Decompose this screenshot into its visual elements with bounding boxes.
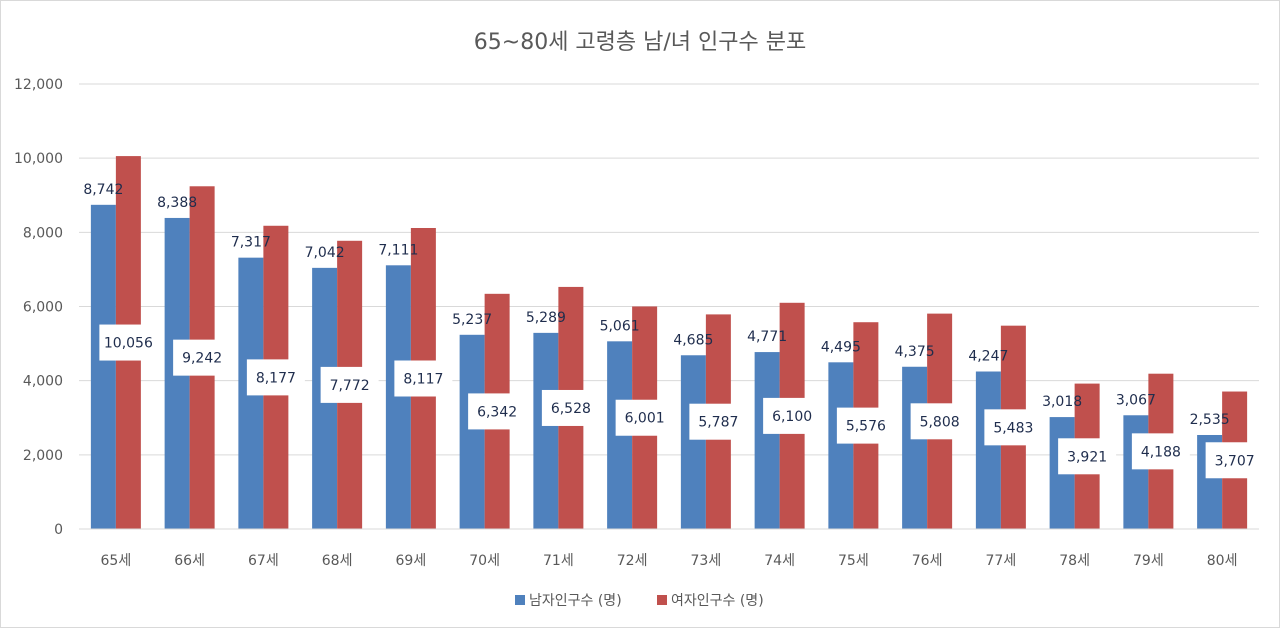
x-axis: 65세 66세 67세 68세 69세 70세 71세 72세 73세 74세 75세 76세 77세 7… (79, 528, 1259, 569)
legend: 남자인구수 (명) 여자인구수 (명) (515, 593, 764, 609)
data-label-box (468, 393, 527, 430)
x-tick-label: 65세 (101, 553, 132, 569)
x-tick-label: 80세 (1207, 553, 1238, 569)
data-label-male: 7,111 (378, 242, 418, 258)
data-label-box (173, 339, 232, 376)
data-label-male: 7,042 (305, 245, 345, 261)
data-label-box (1131, 433, 1190, 470)
x-tick-label: 75세 (838, 553, 869, 569)
data-label-box (394, 360, 453, 397)
y-tick-label: 4,000 (23, 374, 63, 390)
bar-male (975, 371, 1001, 529)
x-tick-label: 68세 (322, 553, 353, 569)
data-label-male: 3,018 (1042, 394, 1082, 410)
data-label-female: 5,483 (993, 420, 1033, 436)
data-label-box (99, 324, 158, 361)
data-label-male: 4,685 (673, 332, 713, 348)
x-tick-label: 79세 (1133, 553, 1164, 569)
y-tick-label: 10,000 (14, 151, 63, 167)
x-tick-label: 71세 (543, 553, 574, 569)
chart-title: 65~80세 고령층 남/녀 인구수 분포 (474, 30, 806, 55)
data-label-male: 8,388 (157, 195, 197, 211)
data-label-female: 8,117 (403, 371, 443, 387)
data-label-box (763, 397, 822, 434)
data-label-female: 9,242 (182, 351, 222, 367)
data-label-male: 3,067 (1116, 392, 1156, 408)
data-label-female: 6,342 (477, 404, 517, 420)
bar-male (533, 332, 559, 529)
data-labels: 8,742 10,056 8,388 9,242 7,317 8,177 7,042 7,77… (83, 182, 1264, 479)
data-label-female: 7,772 (330, 378, 370, 394)
data-label-female: 6,100 (772, 409, 812, 425)
y-tick-label: 0 (54, 522, 63, 538)
data-label-male: 5,237 (452, 312, 492, 328)
data-label-box (1058, 438, 1117, 475)
bar-male (680, 355, 706, 529)
data-label-box (320, 366, 379, 403)
x-tick-label: 78세 (1059, 553, 1090, 569)
data-label-female: 3,921 (1067, 449, 1107, 465)
data-label-box (836, 407, 895, 444)
data-label-box (541, 389, 600, 426)
data-label-male: 4,771 (747, 329, 787, 345)
data-label-male: 4,495 (821, 339, 861, 355)
data-label-female: 8,177 (256, 370, 296, 386)
bar-male (385, 265, 411, 529)
x-tick-label: 76세 (912, 553, 943, 569)
data-label-female: 5,808 (920, 414, 960, 430)
bar-male (902, 366, 928, 529)
bar-male (90, 204, 116, 529)
data-label-female: 5,576 (846, 419, 886, 435)
x-tick-label: 73세 (691, 553, 722, 569)
legend-label-female: 여자인구수 (명) (671, 593, 764, 609)
y-axis: 0 2,000 4,000 6,000 8,000 10,000 12,000 (14, 77, 63, 538)
data-label-box (1205, 442, 1264, 479)
data-label-male: 5,061 (600, 318, 640, 334)
data-label-male: 4,247 (968, 349, 1008, 365)
legend-label-male: 남자인구수 (명) (529, 593, 622, 609)
data-label-female: 3,707 (1215, 453, 1255, 469)
data-label-male: 8,742 (83, 182, 123, 198)
y-tick-label: 8,000 (23, 225, 63, 241)
data-label-box (910, 403, 969, 440)
bar-male (754, 352, 780, 529)
x-tick-label: 70세 (469, 553, 500, 569)
data-label-female: 6,528 (551, 401, 591, 417)
x-tick-label: 69세 (396, 553, 427, 569)
x-tick-label: 66세 (174, 553, 205, 569)
bar-male (459, 334, 485, 529)
data-label-male: 2,535 (1190, 412, 1230, 428)
data-label-female: 10,056 (104, 336, 153, 352)
data-label-female: 5,787 (698, 415, 738, 431)
legend-swatch-female (657, 595, 667, 605)
bar-male (1123, 415, 1149, 529)
data-label-box (246, 359, 305, 396)
data-label-male: 4,375 (895, 344, 935, 360)
data-label-female: 4,188 (1141, 444, 1181, 460)
data-label-box (615, 399, 674, 436)
data-label-male: 5,289 (526, 310, 566, 326)
y-tick-label: 2,000 (23, 448, 63, 464)
x-tick-label: 67세 (248, 553, 279, 569)
y-tick-label: 6,000 (23, 300, 63, 316)
x-tick-label: 74세 (764, 553, 795, 569)
x-tick-label: 77세 (986, 553, 1017, 569)
x-tick-label: 72세 (617, 553, 648, 569)
bar-male (828, 362, 854, 529)
y-tick-label: 12,000 (14, 77, 63, 93)
data-label-male: 7,317 (231, 235, 271, 251)
data-label-box (689, 403, 748, 440)
data-label-box (984, 409, 1043, 446)
data-label-female: 6,001 (625, 411, 665, 427)
legend-swatch-male (515, 595, 525, 605)
